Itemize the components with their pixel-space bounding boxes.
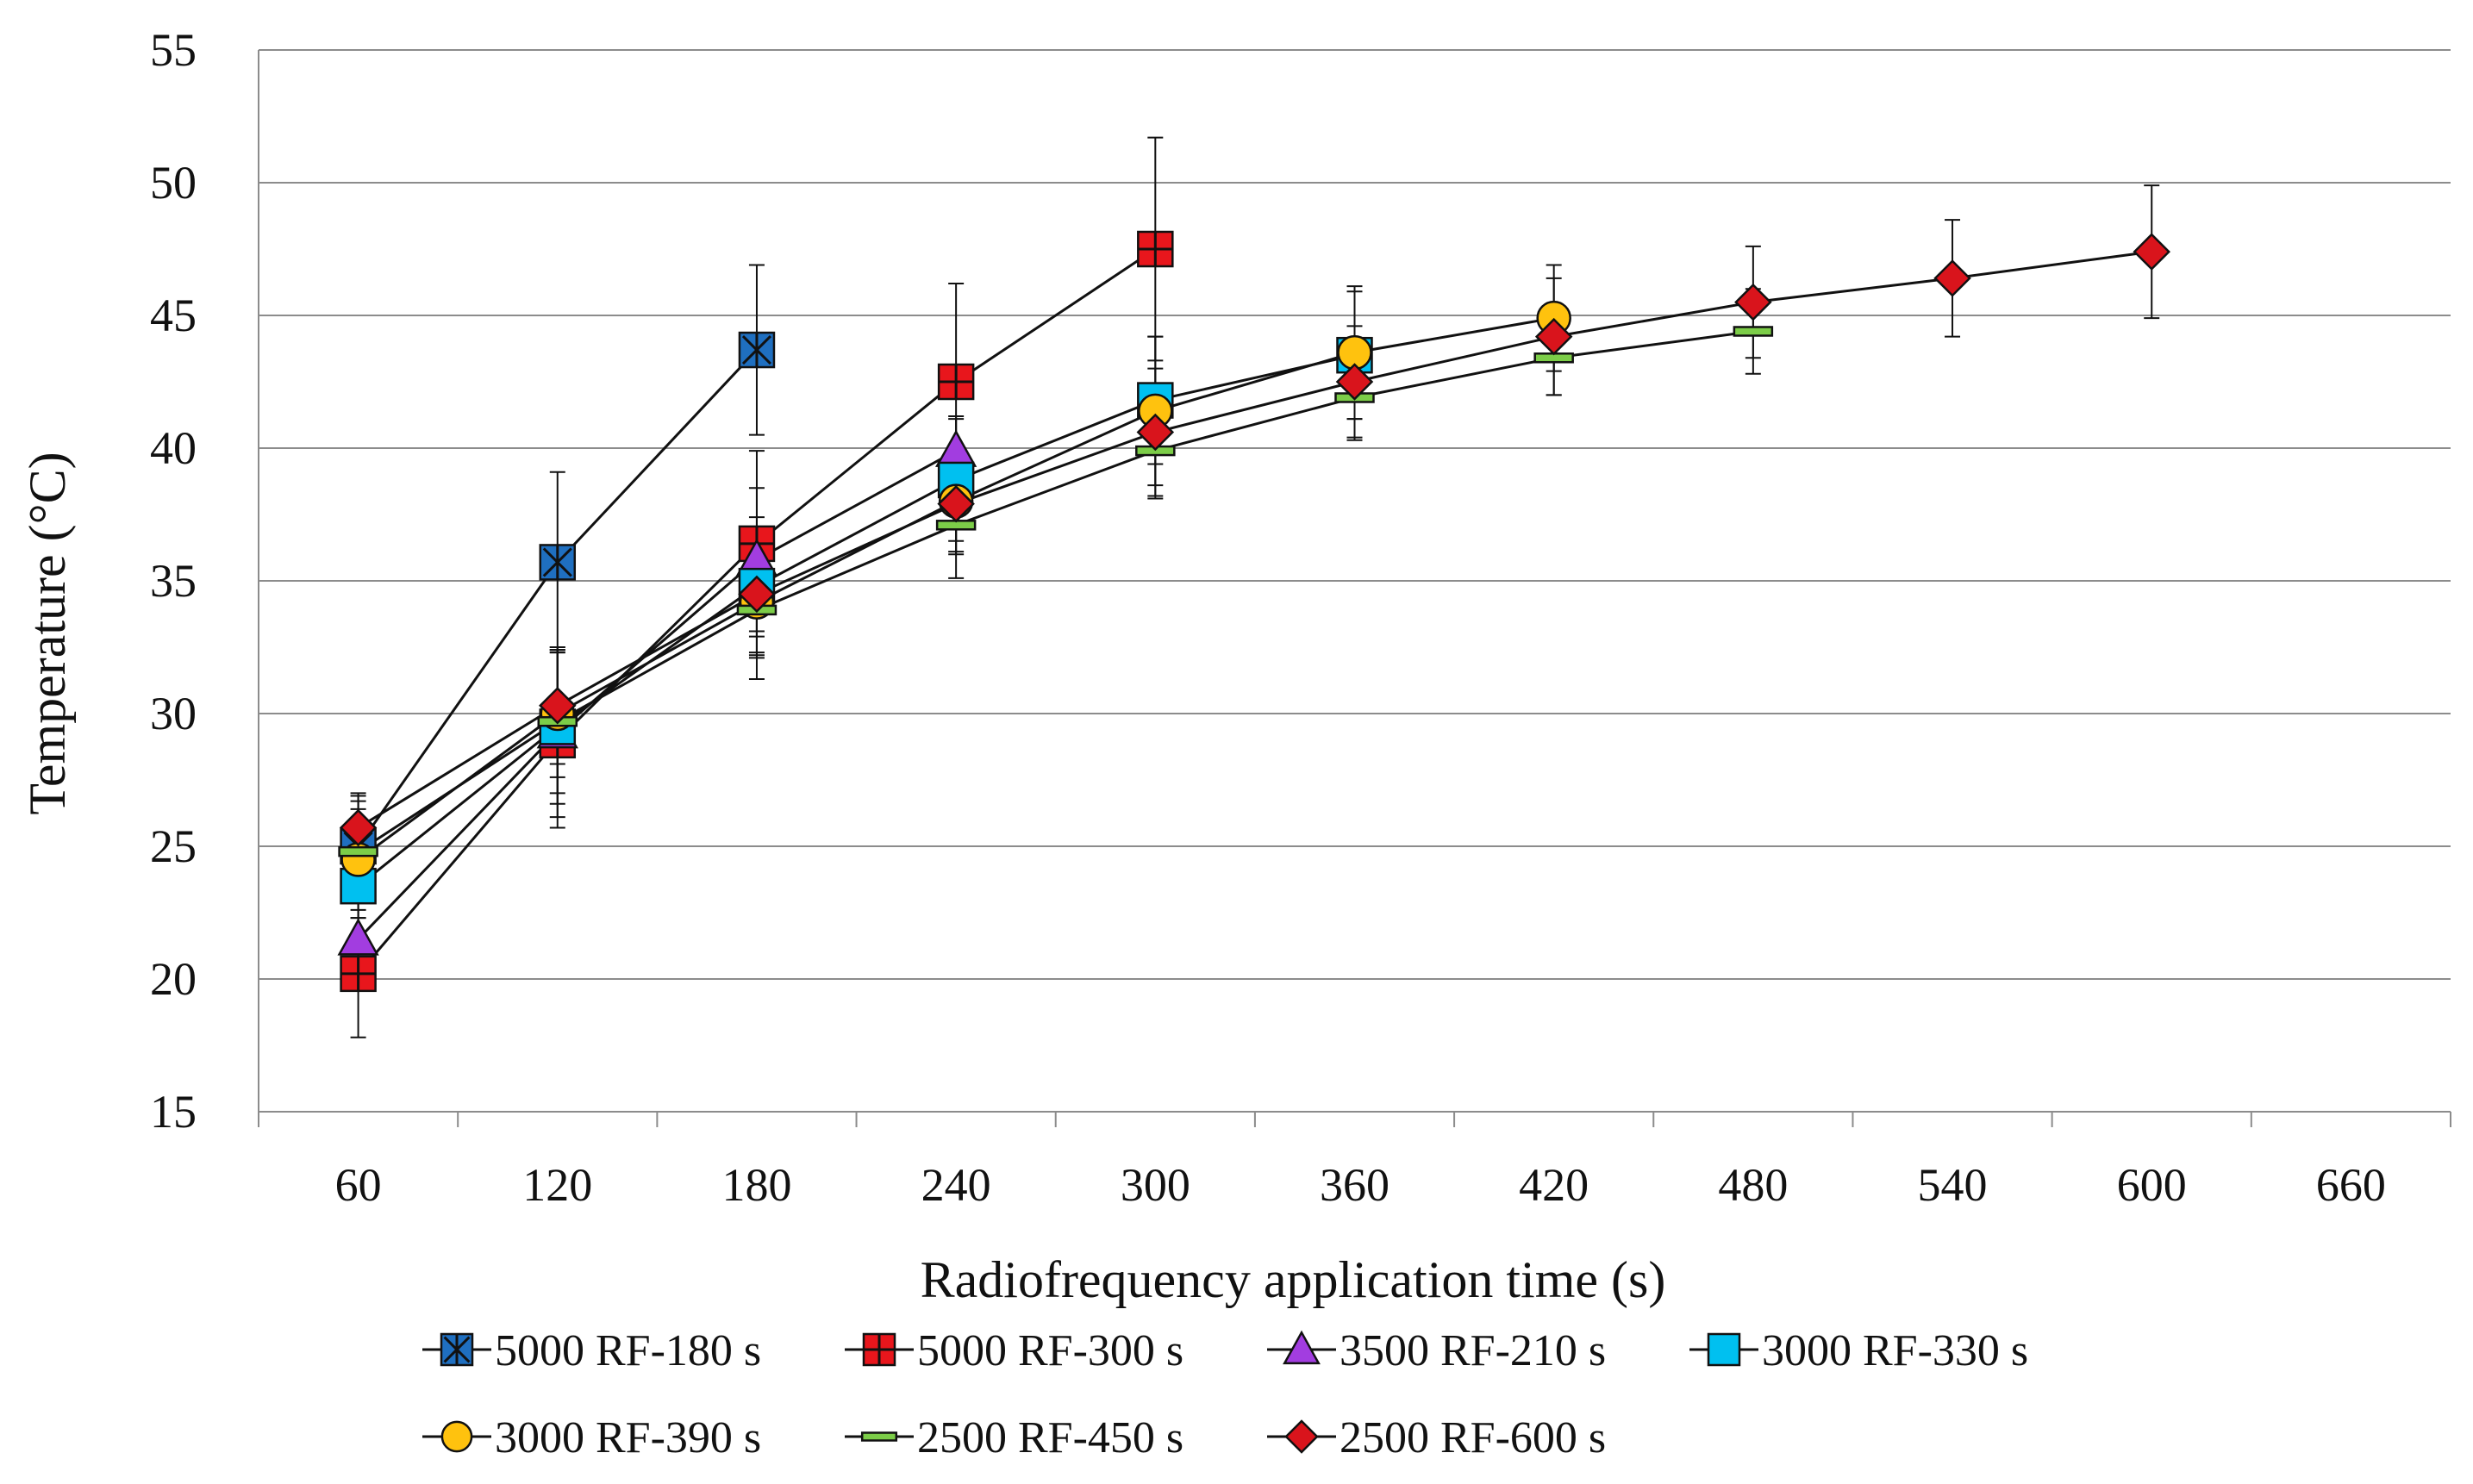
legend-label-2: 3500 RF-210 s [1340, 1326, 1606, 1375]
point-s6-p5 [1335, 363, 1374, 401]
x-tick-label-60: 60 [335, 1159, 382, 1211]
series-line-3 [357, 353, 1355, 888]
series-line-5 [357, 329, 1754, 853]
point-s6-p1 [539, 686, 577, 725]
legend-marker-6 [1284, 1419, 1319, 1454]
series-line-6 [357, 250, 2152, 829]
y-tick-label-15: 15 [150, 1086, 197, 1138]
x-tick-label-360: 360 [1320, 1159, 1390, 1211]
point-s0-p1 [539, 544, 577, 581]
axes [258, 50, 2451, 1127]
legend-label-5: 2500 RF-450 s [917, 1413, 1183, 1462]
legend-label-6: 2500 RF-600 s [1340, 1413, 1606, 1462]
y-tick-label-35: 35 [150, 555, 197, 607]
legend-marker-2 [1283, 1330, 1321, 1365]
series-line-2 [357, 449, 957, 940]
x-tick-labels: 60 120 180 240 300 360 420 480 540 600 660 [335, 1159, 2386, 1211]
y-tick-label-40: 40 [150, 422, 197, 474]
legend-label-4: 3000 RF-390 s [495, 1413, 761, 1462]
x-tick-label-120: 120 [522, 1159, 592, 1211]
point-s1-p3 [937, 363, 975, 401]
point-s6-p7 [1734, 283, 1772, 321]
error-bars [350, 136, 2160, 1038]
x-tick-label-480: 480 [1718, 1159, 1788, 1211]
x-tick-label-660: 660 [2316, 1159, 2386, 1211]
legend-marker-0 [440, 1332, 474, 1367]
legend-label-1: 5000 RF-300 s [917, 1326, 1183, 1375]
y-tick-label-20: 20 [150, 953, 197, 1005]
point-s6-p4 [1136, 413, 1175, 452]
legend-item-5: 2500 RF-450 s [845, 1413, 1183, 1462]
series-layer [337, 136, 2170, 1038]
gridlines [259, 49, 2451, 980]
point-s1-p0 [340, 955, 377, 993]
y-tick-label-25: 25 [150, 820, 197, 872]
y-tick-label-30: 30 [150, 688, 197, 739]
legend: 5000 RF-180 s 5000 RF-300 s 3500 RF-210 s 3… [422, 1326, 2028, 1462]
x-axis-title: Radiofrequency application time (s) [921, 1251, 1666, 1308]
point-s1-p4 [1137, 230, 1174, 268]
point-s6-p9 [2133, 233, 2170, 271]
point-s6-p6 [1534, 317, 1573, 356]
point-s6-p3 [937, 484, 975, 523]
legend-item-3: 3000 RF-330 s [1689, 1326, 2028, 1375]
y-tick-labels: 15 20 25 30 35 40 45 50 55 [150, 24, 197, 1138]
legend-item-6: 2500 RF-600 s [1267, 1413, 1606, 1462]
legend-item-0: 5000 RF-180 s [422, 1326, 761, 1375]
y-tick-label-50: 50 [150, 157, 197, 209]
y-tick-label-55: 55 [150, 24, 197, 76]
x-tick-label-540: 540 [1918, 1159, 1988, 1211]
point-s6-p8 [1933, 259, 1971, 297]
x-tick-label-240: 240 [921, 1159, 991, 1211]
legend-marker-1 [862, 1332, 896, 1367]
x-tick-label-180: 180 [721, 1159, 791, 1211]
legend-item-2: 3500 RF-210 s [1267, 1326, 1606, 1375]
point-s5-p0 [338, 845, 378, 857]
legend-label-0: 5000 RF-180 s [495, 1326, 761, 1375]
legend-label-3: 3000 RF-330 s [1762, 1326, 2028, 1375]
y-tick-label-45: 45 [150, 290, 197, 341]
point-s0-p2 [738, 331, 776, 369]
x-tick-label-600: 600 [2117, 1159, 2187, 1211]
legend-item-4: 3000 RF-390 s [422, 1413, 761, 1462]
legend-item-1: 5000 RF-300 s [845, 1326, 1183, 1375]
point-s2-p0 [337, 918, 379, 956]
point-s5-p7 [1733, 326, 1774, 337]
legend-marker-3 [1707, 1332, 1741, 1367]
y-axis-title: Temperature (°C) [19, 452, 76, 814]
legend-marker-4 [440, 1420, 473, 1453]
x-tick-label-300: 300 [1121, 1159, 1190, 1211]
point-s6-p2 [738, 575, 776, 614]
legend-marker-5 [860, 1431, 898, 1442]
x-tick-label-420: 420 [1519, 1159, 1589, 1211]
point-s6-p0 [339, 808, 378, 847]
